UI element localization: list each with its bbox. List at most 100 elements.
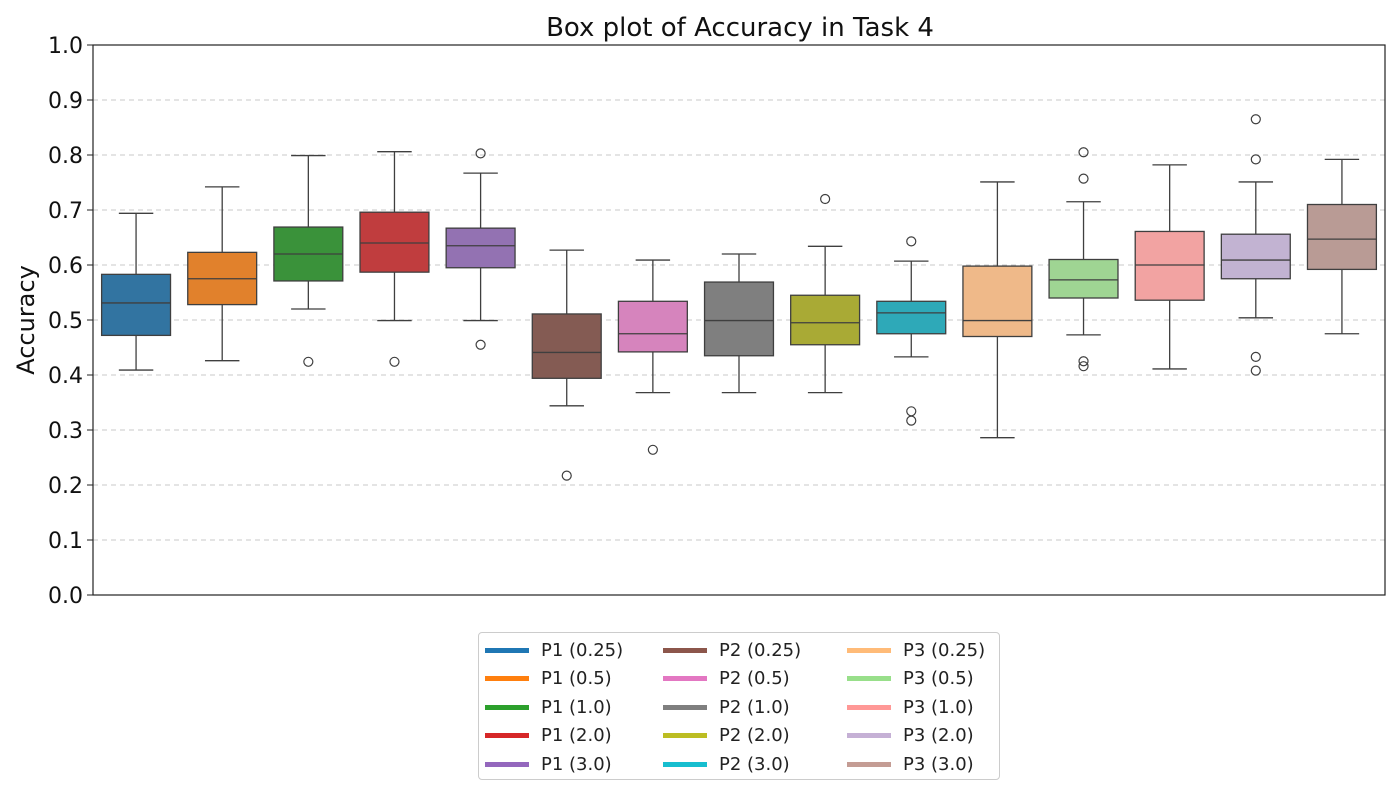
y-tick-label: 0.9 (48, 89, 83, 114)
box-group (531, 249, 602, 481)
outlier-point (820, 193, 831, 205)
legend-item: P3 (2.0) (847, 725, 974, 747)
legend-swatch (847, 761, 891, 767)
box-iqr (703, 281, 775, 357)
box-iqr (100, 273, 172, 337)
box-group (703, 253, 775, 394)
outlier-point (1250, 154, 1261, 165)
legend-item: P3 (3.0) (847, 753, 974, 775)
box-group (1134, 164, 1205, 370)
box-group (876, 236, 947, 426)
y-tick-label: 1.0 (48, 34, 83, 59)
box-iqr (1220, 233, 1291, 280)
legend-item: P1 (3.0) (485, 753, 612, 775)
legend-item: P1 (1.0) (485, 696, 612, 718)
legend-swatch (485, 761, 529, 767)
legend-label: P1 (3.0) (541, 753, 612, 775)
legend-swatch (485, 647, 529, 653)
outlier-point (906, 415, 917, 426)
legend-swatch (485, 676, 529, 681)
legend-swatch (663, 761, 707, 767)
y-axis-ticks: 0.0 0.1 0.2 0.3 0.4 0.5 0.6 0.7 0.8 0.9 1.0 (48, 34, 93, 609)
legend-item: P2 (1.0) (663, 696, 790, 718)
legend-item: P2 (3.0) (663, 753, 790, 775)
box-iqr (445, 227, 516, 269)
legend-swatch (485, 733, 529, 738)
box-iqr (1134, 230, 1205, 301)
legend-label: P1 (0.5) (541, 668, 612, 689)
y-tick-label: 0.2 (48, 474, 83, 499)
box-iqr (1048, 258, 1119, 299)
box-iqr (617, 300, 688, 353)
outlier-point (1250, 365, 1261, 376)
legend-item: P3 (0.5) (847, 668, 974, 690)
box-series (100, 114, 1378, 481)
legend-label: P2 (0.25) (719, 639, 802, 661)
legend-swatch (663, 647, 707, 653)
y-tick-label: 0.3 (48, 419, 83, 444)
plot-frame (92, 44, 1386, 596)
box-group (962, 181, 1033, 439)
legend-label: P3 (0.5) (903, 668, 974, 689)
chart-title: Box plot of Accuracy in Task 4 (546, 13, 934, 43)
legend-label: P3 (0.25) (903, 639, 986, 661)
legend-swatch (847, 704, 891, 710)
legend-swatch (847, 733, 891, 738)
outlier-point (389, 356, 400, 367)
legend-item: P3 (0.25) (847, 639, 985, 661)
box-iqr (1306, 203, 1378, 271)
outlier-point (906, 406, 917, 417)
outlier-point (1250, 351, 1261, 362)
legend-label: P2 (1.0) (719, 696, 790, 718)
box-group (445, 148, 516, 350)
outlier-point (475, 148, 486, 159)
outlier-point (1250, 114, 1261, 125)
legend-label: P1 (0.25) (541, 639, 624, 661)
box-group (100, 212, 172, 371)
box-group (1220, 114, 1291, 376)
legend-swatch (663, 733, 707, 738)
legend-label: P3 (1.0) (903, 696, 974, 718)
legend-label: P2 (3.0) (719, 753, 790, 775)
legend-label: P1 (2.0) (541, 725, 612, 746)
legend-swatch (663, 676, 707, 681)
y-tick-label: 0.8 (48, 144, 83, 169)
legend-swatch (663, 704, 707, 710)
outlier-point (1078, 361, 1089, 372)
box-group (790, 193, 861, 394)
y-tick-label: 0.5 (48, 309, 83, 334)
box-iqr (876, 300, 947, 335)
y-tick-label: 0.1 (48, 529, 83, 554)
legend-label: P3 (2.0) (903, 725, 974, 746)
y-tick-label: 0.0 (48, 584, 83, 609)
outlier-point (303, 356, 314, 367)
legend-label: P1 (1.0) (541, 696, 612, 718)
outlier-point (906, 236, 917, 247)
y-tick-label: 0.4 (48, 364, 83, 389)
box-group (359, 151, 430, 367)
box-iqr (359, 211, 430, 273)
box-iqr (531, 313, 602, 379)
outlier-point (475, 339, 486, 350)
box-iqr (790, 294, 861, 346)
y-tick-label: 0.6 (48, 254, 83, 279)
box-group (617, 259, 688, 455)
legend-item: P2 (0.25) (663, 639, 801, 661)
legend: P1 (0.25) P1 (0.5) P1 (1.0) P1 (2.0) P1 (3.0… (478, 632, 1000, 780)
legend-swatch (847, 676, 891, 681)
legend-swatch (847, 647, 891, 653)
legend-item: P1 (2.0) (485, 725, 612, 747)
outlier-point (1078, 173, 1089, 184)
box-group (1306, 158, 1378, 335)
box-group (1048, 147, 1119, 372)
legend-item: P3 (1.0) (847, 696, 974, 718)
legend-item: P2 (2.0) (663, 725, 790, 747)
legend-label: P2 (2.0) (719, 725, 790, 746)
outlier-point (1078, 356, 1089, 367)
legend-item: P1 (0.5) (485, 668, 612, 690)
y-tick-label: 0.7 (48, 199, 83, 224)
outlier-point (647, 444, 658, 455)
legend-label: P2 (0.5) (719, 668, 790, 689)
legend-label: P3 (3.0) (903, 753, 974, 775)
